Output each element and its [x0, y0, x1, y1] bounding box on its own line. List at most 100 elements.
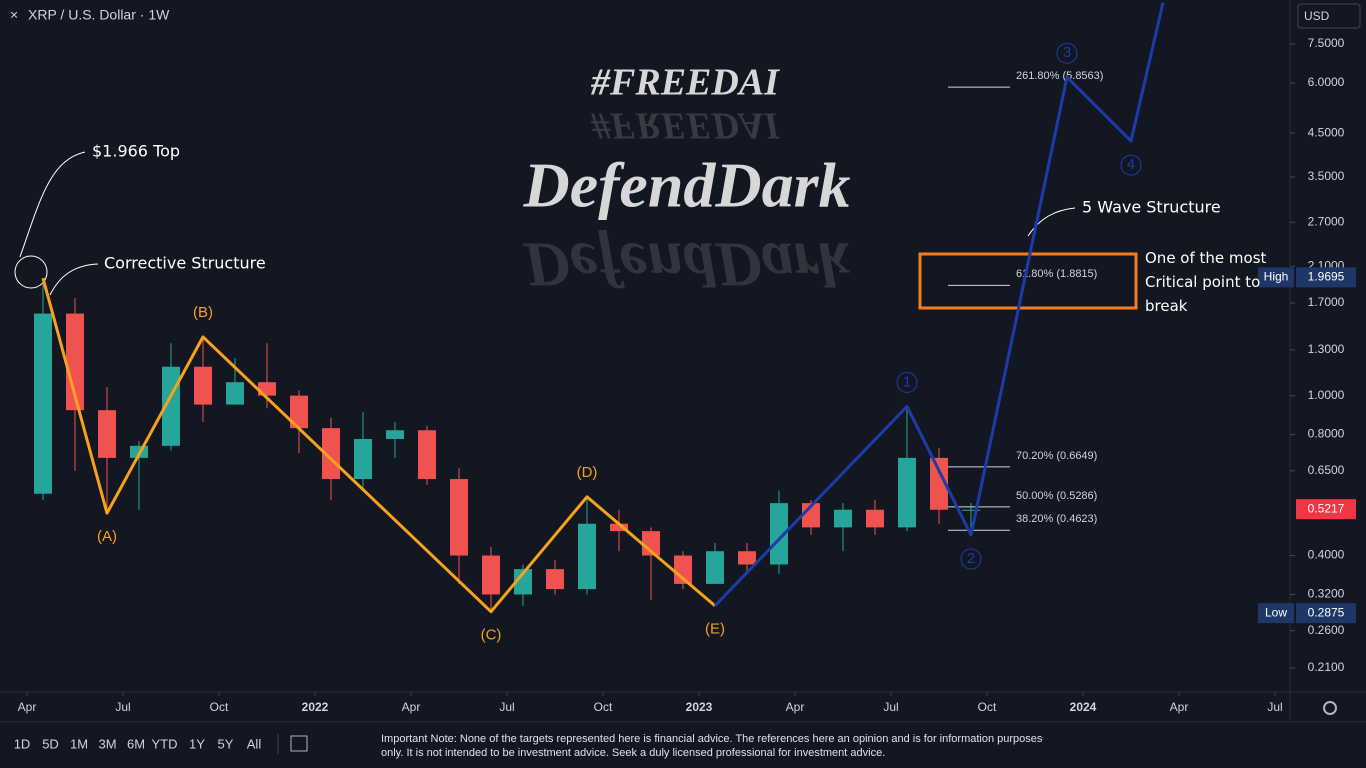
candle-body	[34, 313, 52, 494]
close-icon[interactable]: ×	[10, 7, 18, 23]
y-tick-label: 2.7000	[1308, 214, 1345, 228]
y-tick-label: 0.3200	[1308, 587, 1345, 601]
range-button[interactable]: 5D	[42, 736, 59, 751]
x-tick-label: Jul	[115, 700, 130, 714]
wave-line	[41, 277, 716, 614]
y-tick-label: 1.0000	[1308, 388, 1345, 402]
candle-body	[738, 551, 756, 565]
y-tick-label: 1.3000	[1308, 342, 1345, 356]
watermark-text: DefendDark	[522, 150, 850, 221]
y-tick-label: 6.0000	[1308, 75, 1345, 89]
candle-body	[482, 555, 500, 595]
badge-label: High	[1264, 270, 1289, 284]
x-tick-label: 2022	[302, 700, 329, 714]
range-button[interactable]: 1M	[70, 736, 88, 751]
range-button[interactable]: All	[247, 736, 262, 751]
x-tick-label: Apr	[786, 700, 805, 714]
candle-body	[578, 523, 596, 590]
watermark-text: #FREEDAI	[590, 62, 780, 104]
range-button[interactable]: 6M	[127, 736, 145, 751]
currency-label: USD	[1304, 9, 1330, 23]
annotation: One of the most Critical point to break	[1145, 249, 1267, 315]
range-button[interactable]: 5Y	[218, 736, 234, 751]
price-badge-value: 0.2875	[1308, 605, 1345, 619]
wave-label: (B)	[193, 304, 213, 321]
y-tick-label: 7.5000	[1308, 36, 1345, 50]
x-tick-label: 2024	[1070, 700, 1097, 714]
candle-body	[930, 457, 948, 510]
candle-body	[898, 457, 916, 528]
y-tick-label: 0.6500	[1308, 463, 1345, 477]
fib-label: 261.80% (5.8563)	[1016, 70, 1103, 82]
fib-label: 70.20% (0.6649)	[1016, 450, 1097, 462]
y-tick-label: 0.4000	[1308, 548, 1345, 562]
wave-label: (E)	[705, 621, 725, 638]
wave-label: 3	[1063, 44, 1071, 61]
callout-line	[1027, 207, 1076, 237]
wave-label-circle	[960, 548, 982, 570]
range-button[interactable]: YTD	[152, 736, 178, 751]
chart-title: XRP / U.S. Dollar · 1W	[28, 7, 170, 23]
candle-body	[770, 503, 788, 565]
wave-label: (A)	[97, 528, 117, 545]
badge-label: Low	[1265, 605, 1287, 619]
currency-select[interactable]	[1297, 3, 1361, 29]
x-tick-label: Jul	[1267, 700, 1282, 714]
y-tick-label: 0.8000	[1308, 427, 1345, 441]
x-tick-label: 2023	[686, 700, 713, 714]
top-marker	[14, 255, 48, 289]
candle-body	[290, 395, 308, 429]
candle-body	[98, 410, 116, 458]
y-tick-label: 0.2600	[1308, 623, 1345, 637]
candle-body	[834, 509, 852, 528]
candle-body	[418, 430, 436, 480]
candle-body	[386, 430, 404, 439]
candle-body	[450, 479, 468, 556]
wave-label: 1	[903, 373, 911, 390]
x-tick-label: Apr	[402, 700, 421, 714]
wave-label-circle	[896, 371, 918, 393]
wave-label: (C)	[481, 627, 502, 644]
candle-body	[194, 366, 212, 405]
candle-body	[866, 509, 884, 528]
badge-label-bg	[1258, 603, 1294, 624]
range-button[interactable]: 1D	[14, 736, 31, 751]
price-badge	[1296, 267, 1356, 288]
wave-label-circle	[1120, 154, 1142, 176]
wave-label: 2	[967, 550, 975, 567]
callout-line	[49, 263, 99, 296]
badge-label-bg	[1258, 267, 1294, 288]
candle-body	[354, 438, 372, 480]
range-button[interactable]: 1Y	[189, 736, 205, 751]
callout-line	[19, 151, 86, 258]
y-tick-label: 4.5000	[1308, 125, 1345, 139]
price-badge-value: 0.5217	[1308, 501, 1345, 515]
candle-body	[706, 551, 724, 584]
price-badge-value: 1.9695	[1308, 270, 1345, 284]
fib-label: 38.20% (0.4623)	[1016, 513, 1097, 525]
candle-body	[642, 531, 660, 556]
wave-label-circle	[1056, 42, 1078, 64]
price-badge	[1296, 499, 1356, 520]
date-range-button[interactable]	[290, 735, 308, 752]
annotation: 5 Wave Structure	[1082, 198, 1221, 217]
highlight-box	[918, 252, 1138, 310]
y-tick-label: 0.2100	[1308, 660, 1345, 674]
watermark-reflection: DefendDark	[522, 229, 850, 300]
y-tick-label: 3.5000	[1308, 169, 1345, 183]
annotation: $1.966 Top	[92, 142, 180, 161]
watermark: #FREEDAI #FREEDAI DefendDark DefendDark	[522, 62, 850, 301]
y-tick-label: 1.7000	[1308, 295, 1345, 309]
annotation: Corrective Structure	[104, 254, 266, 273]
x-tick-label: Oct	[978, 700, 997, 714]
candle-body	[962, 509, 980, 511]
x-tick-label: Oct	[594, 700, 613, 714]
candle-body	[546, 569, 564, 590]
candle-body	[226, 382, 244, 405]
candle-body	[514, 569, 532, 595]
candle-body	[610, 523, 628, 532]
range-button[interactable]: 3M	[98, 736, 116, 751]
wave-label: 4	[1127, 156, 1135, 173]
x-tick-label: Jul	[883, 700, 898, 714]
